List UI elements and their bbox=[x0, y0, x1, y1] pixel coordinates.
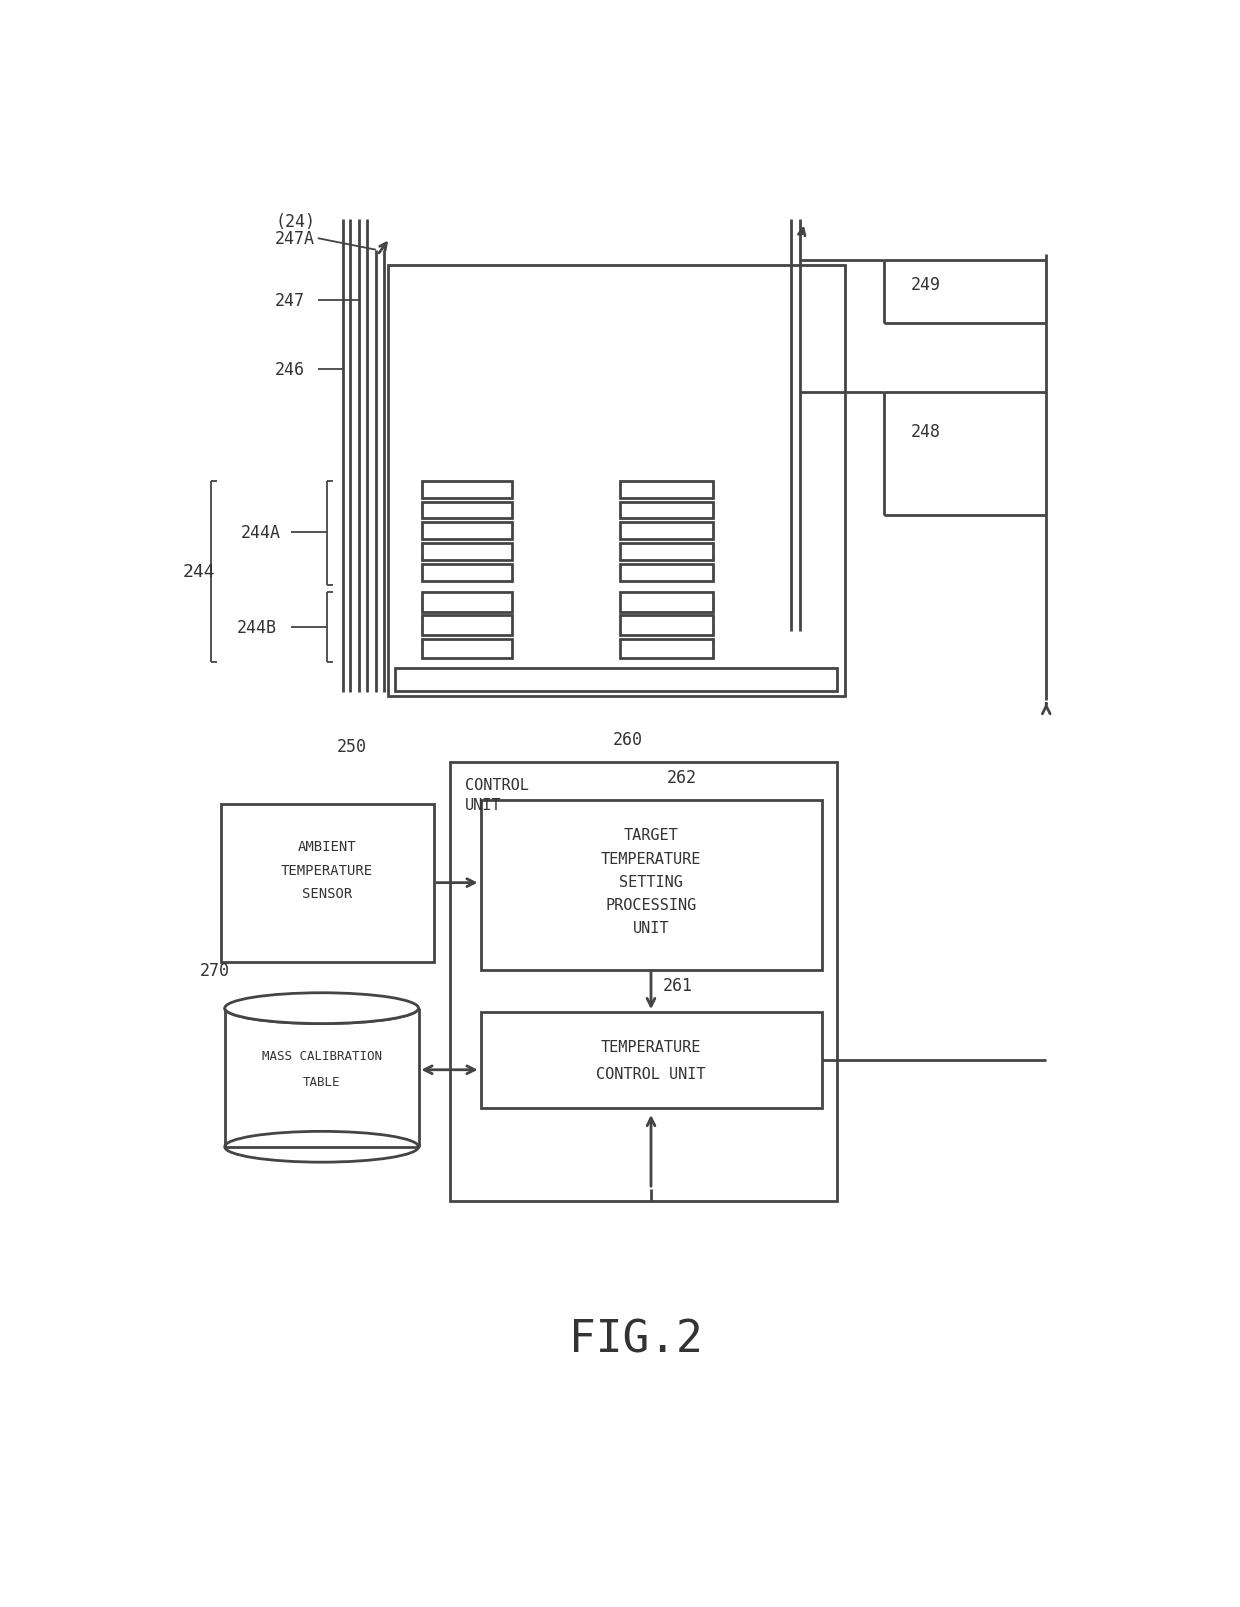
Text: PROCESSING: PROCESSING bbox=[605, 897, 697, 913]
Bar bbox=[423, 522, 511, 540]
Bar bbox=[620, 564, 713, 582]
Bar bbox=[387, 265, 844, 697]
Text: UNIT: UNIT bbox=[465, 797, 501, 812]
Text: 261: 261 bbox=[662, 977, 693, 995]
Bar bbox=[620, 482, 713, 498]
Bar bbox=[396, 669, 837, 691]
Text: 260: 260 bbox=[613, 730, 642, 749]
Bar bbox=[423, 593, 511, 612]
Text: TEMPERATURE: TEMPERATURE bbox=[601, 1040, 701, 1054]
Bar bbox=[221, 805, 434, 963]
Text: CONTROL: CONTROL bbox=[465, 778, 529, 792]
Text: TARGET: TARGET bbox=[624, 828, 678, 844]
Text: FIG.2: FIG.2 bbox=[569, 1318, 702, 1361]
Bar bbox=[620, 522, 713, 540]
Text: UNIT: UNIT bbox=[632, 921, 670, 935]
Text: 247: 247 bbox=[275, 291, 305, 310]
Bar bbox=[620, 640, 713, 659]
Text: 248: 248 bbox=[910, 423, 941, 440]
Text: 244B: 244B bbox=[237, 619, 277, 636]
Text: 246: 246 bbox=[275, 362, 305, 379]
Text: 262: 262 bbox=[667, 768, 697, 787]
Text: 247A: 247A bbox=[275, 230, 315, 247]
Bar bbox=[423, 615, 511, 635]
Text: TEMPERATURE: TEMPERATURE bbox=[601, 852, 701, 866]
Text: 244: 244 bbox=[182, 562, 215, 580]
Text: (24): (24) bbox=[275, 214, 315, 231]
Bar bbox=[423, 482, 511, 498]
Text: SETTING: SETTING bbox=[619, 874, 683, 889]
Bar bbox=[423, 640, 511, 659]
Text: CONTROL UNIT: CONTROL UNIT bbox=[596, 1067, 706, 1082]
Bar bbox=[620, 543, 713, 561]
Text: 244A: 244A bbox=[241, 524, 280, 542]
Text: TABLE: TABLE bbox=[303, 1075, 340, 1088]
Text: MASS CALIBRATION: MASS CALIBRATION bbox=[262, 1049, 382, 1062]
Bar bbox=[423, 501, 511, 519]
Bar bbox=[481, 1012, 821, 1109]
Bar bbox=[620, 501, 713, 519]
Ellipse shape bbox=[224, 1131, 419, 1162]
Text: 270: 270 bbox=[200, 961, 229, 979]
Bar bbox=[449, 762, 837, 1200]
Text: AMBIENT: AMBIENT bbox=[298, 840, 356, 853]
Bar bbox=[481, 800, 821, 971]
Bar bbox=[423, 564, 511, 582]
Text: TEMPERATURE: TEMPERATURE bbox=[281, 863, 373, 877]
Text: 250: 250 bbox=[337, 738, 367, 755]
Bar bbox=[620, 615, 713, 635]
Bar bbox=[620, 593, 713, 612]
Ellipse shape bbox=[224, 993, 419, 1024]
Text: SENSOR: SENSOR bbox=[301, 885, 352, 900]
Bar bbox=[423, 543, 511, 561]
Text: 249: 249 bbox=[910, 276, 941, 294]
